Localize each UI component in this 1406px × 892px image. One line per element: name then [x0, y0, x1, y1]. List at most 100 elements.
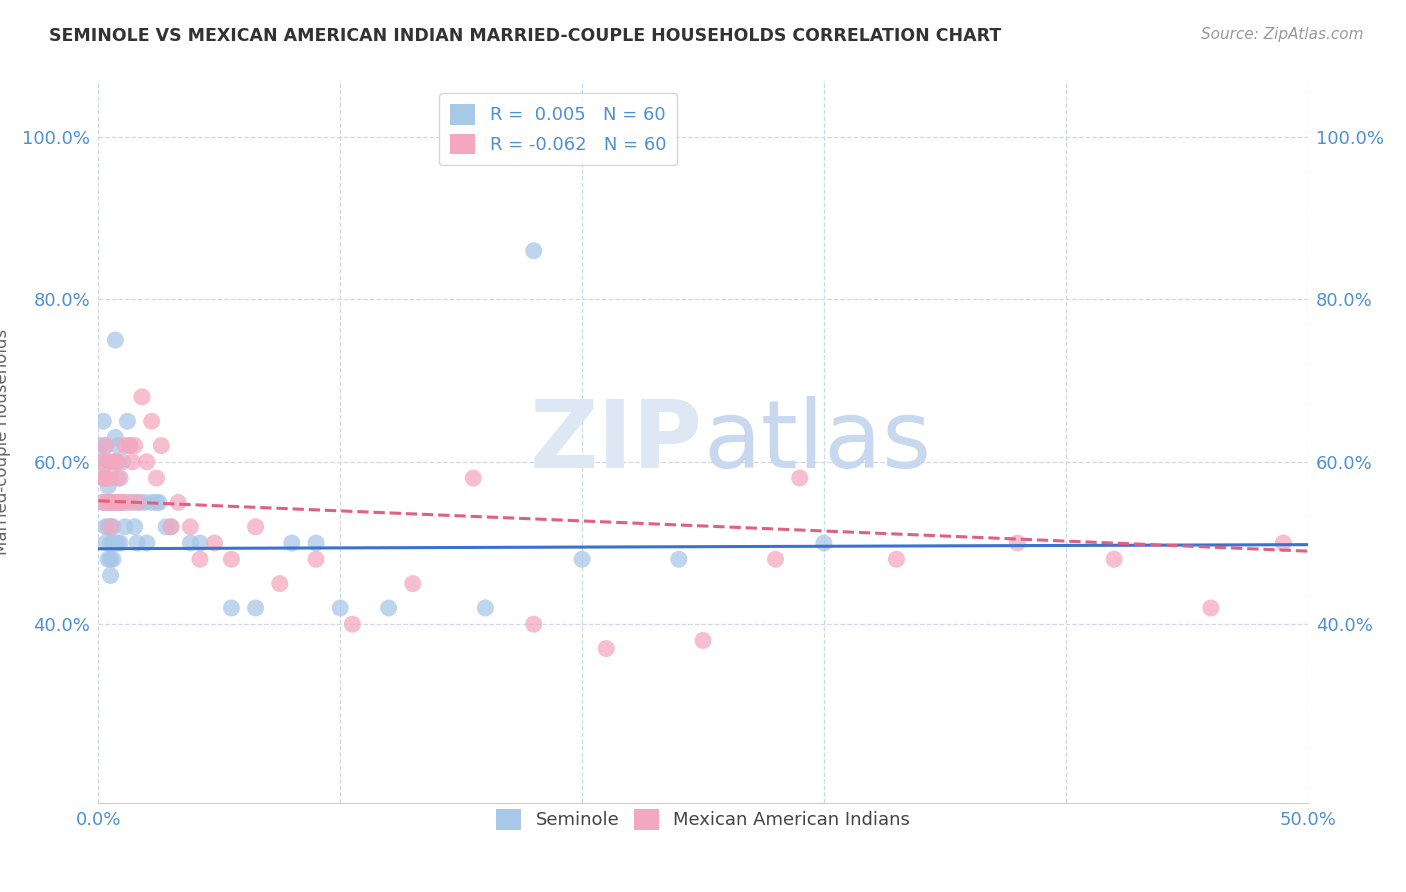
- Point: [104, 495, 127, 509]
- Point: [188, 536, 211, 550]
- Point: [97, 479, 120, 493]
- Point: [97, 455, 120, 469]
- Point: [1272, 536, 1295, 550]
- Point: [155, 520, 177, 534]
- Point: [91, 495, 114, 509]
- Point: [179, 520, 201, 534]
- Point: [523, 244, 546, 258]
- Point: [104, 455, 127, 469]
- Point: [668, 552, 690, 566]
- Point: [150, 439, 173, 453]
- Point: [131, 390, 153, 404]
- Point: [117, 495, 139, 509]
- Point: [221, 552, 243, 566]
- Point: [91, 471, 114, 485]
- Point: [104, 333, 127, 347]
- Point: [121, 495, 143, 509]
- Point: [463, 471, 485, 485]
- Point: [145, 471, 167, 485]
- Point: [134, 495, 156, 509]
- Point: [100, 495, 122, 509]
- Point: [329, 601, 352, 615]
- Point: [104, 536, 127, 550]
- Point: [141, 495, 163, 509]
- Point: [100, 568, 122, 582]
- Point: [101, 520, 124, 534]
- Point: [91, 414, 114, 428]
- Point: [111, 455, 134, 469]
- Point: [148, 495, 170, 509]
- Point: [107, 471, 129, 485]
- Point: [90, 455, 112, 469]
- Point: [97, 552, 120, 566]
- Point: [1199, 601, 1222, 615]
- Point: [167, 495, 190, 509]
- Point: [402, 576, 425, 591]
- Point: [101, 495, 124, 509]
- Point: [104, 455, 127, 469]
- Point: [94, 439, 117, 453]
- Point: [90, 439, 112, 453]
- Y-axis label: Married-couple Households: Married-couple Households: [0, 328, 11, 555]
- Point: [100, 552, 122, 566]
- Point: [692, 633, 714, 648]
- Point: [160, 520, 183, 534]
- Point: [107, 536, 129, 550]
- Point: [114, 439, 136, 453]
- Point: [100, 471, 122, 485]
- Point: [111, 495, 134, 509]
- Point: [281, 536, 304, 550]
- Point: [101, 536, 124, 550]
- Point: [124, 520, 146, 534]
- Point: [121, 455, 143, 469]
- Point: [97, 520, 120, 534]
- Point: [108, 536, 131, 550]
- Point: [188, 552, 211, 566]
- Point: [101, 495, 124, 509]
- Point: [90, 455, 112, 469]
- Point: [135, 455, 157, 469]
- Legend: Seminole, Mexican American Indians: Seminole, Mexican American Indians: [488, 802, 918, 837]
- Point: [107, 495, 129, 509]
- Point: [107, 455, 129, 469]
- Point: [100, 536, 122, 550]
- Point: [377, 601, 399, 615]
- Point: [97, 455, 120, 469]
- Point: [114, 520, 136, 534]
- Point: [305, 552, 328, 566]
- Text: atlas: atlas: [703, 395, 931, 488]
- Point: [108, 471, 131, 485]
- Point: [141, 414, 163, 428]
- Point: [245, 601, 267, 615]
- Point: [595, 641, 617, 656]
- Text: Source: ZipAtlas.com: Source: ZipAtlas.com: [1201, 27, 1364, 42]
- Point: [1102, 552, 1125, 566]
- Text: SEMINOLE VS MEXICAN AMERICAN INDIAN MARRIED-COUPLE HOUSEHOLDS CORRELATION CHART: SEMINOLE VS MEXICAN AMERICAN INDIAN MARR…: [49, 27, 1001, 45]
- Point: [107, 439, 129, 453]
- Point: [111, 495, 134, 509]
- Point: [813, 536, 835, 550]
- Point: [571, 552, 593, 566]
- Point: [117, 414, 139, 428]
- Point: [145, 495, 167, 509]
- Point: [97, 495, 120, 509]
- Point: [101, 455, 124, 469]
- Point: [124, 439, 146, 453]
- Point: [269, 576, 291, 591]
- Point: [91, 495, 114, 509]
- Point: [94, 471, 117, 485]
- Point: [221, 601, 243, 615]
- Point: [104, 495, 127, 509]
- Point: [179, 536, 201, 550]
- Point: [94, 471, 117, 485]
- Point: [101, 552, 124, 566]
- Point: [474, 601, 496, 615]
- Point: [128, 495, 150, 509]
- Point: [523, 617, 546, 632]
- Point: [204, 536, 226, 550]
- Point: [1007, 536, 1029, 550]
- Point: [245, 520, 267, 534]
- Point: [118, 439, 141, 453]
- Point: [135, 536, 157, 550]
- Point: [100, 520, 122, 534]
